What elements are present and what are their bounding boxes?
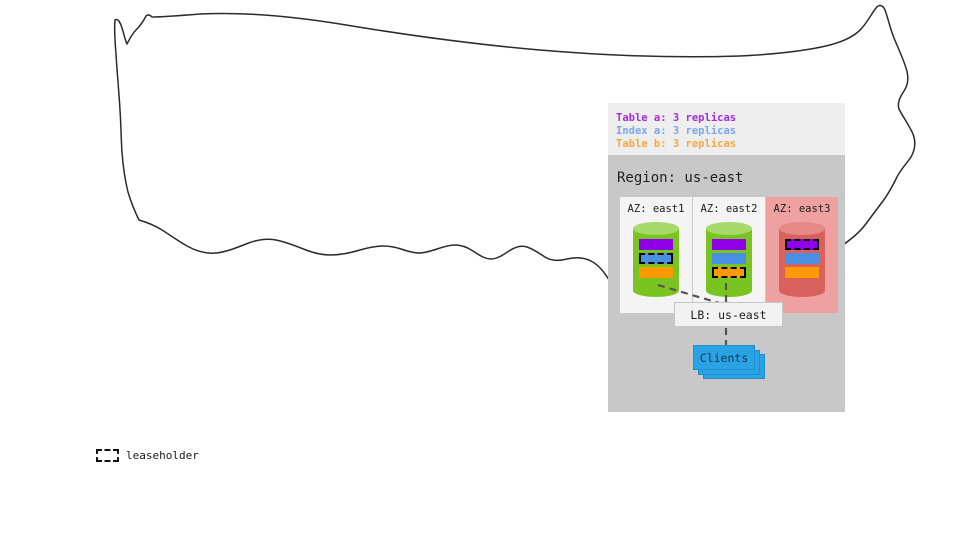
availability-zone-row: AZ: east1 AZ: east2 (620, 197, 847, 313)
replica-legend-index-a: Index a: 3 replicas (616, 125, 737, 137)
az-east1-label: AZ: east1 (627, 203, 685, 215)
az-east1-node (633, 222, 679, 297)
az-east1-ranges (639, 239, 673, 278)
leaseholder-legend: leaseholder (96, 449, 199, 462)
az-east3-node (779, 222, 825, 297)
az-east3-ranges (785, 239, 819, 278)
cylinder-top (779, 222, 825, 235)
az-east1[interactable]: AZ: east1 (620, 197, 692, 313)
range-table-a (712, 239, 746, 250)
range-table-b (785, 267, 819, 278)
range-table-a (639, 239, 673, 250)
dashed-rect-icon (96, 449, 119, 462)
az-divider (765, 197, 766, 313)
az-divider (692, 197, 693, 313)
replica-legend-table-a: Table a: 3 replicas (616, 112, 737, 124)
cylinder-top (633, 222, 679, 235)
region-title: Region: us-east (617, 170, 744, 186)
range-table-b (712, 267, 746, 278)
cylinder-top (706, 222, 752, 235)
az-east2-label: AZ: east2 (700, 203, 758, 215)
range-index-a (639, 253, 673, 264)
clients-card-front: Clients (693, 345, 755, 370)
load-balancer-box[interactable]: LB: us-east (674, 302, 783, 327)
az-east3-label: AZ: east3 (773, 203, 831, 215)
replica-legend: Table a: 3 replicas Index a: 3 replicas … (608, 103, 845, 155)
leaseholder-legend-label: leaseholder (126, 449, 199, 462)
region-panel: Table a: 3 replicas Index a: 3 replicas … (608, 103, 845, 412)
range-table-b (639, 267, 673, 278)
range-index-a (785, 253, 819, 264)
range-table-a (785, 239, 819, 250)
az-east2-ranges (712, 239, 746, 278)
range-index-a (712, 253, 746, 264)
az-east3[interactable]: AZ: east3 (766, 197, 838, 313)
az-east2-node (706, 222, 752, 297)
replica-legend-table-b: Table b: 3 replicas (616, 138, 737, 150)
clients-stack[interactable]: Clients (693, 345, 765, 379)
az-east2[interactable]: AZ: east2 (693, 197, 765, 313)
